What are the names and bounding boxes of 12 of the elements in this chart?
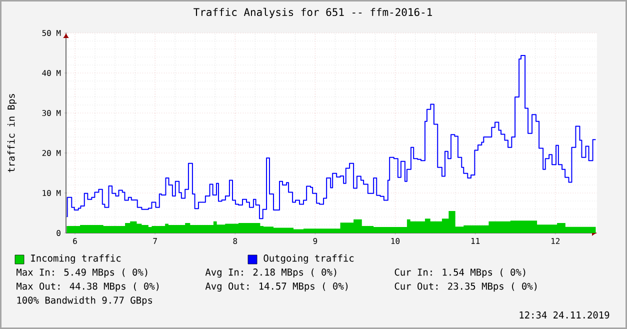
y-axis-title: traffic in Bps <box>7 94 17 172</box>
text: Cur In: 1.54 MBps ( 0%) <box>394 268 526 278</box>
text: Cur Out: 23.35 MBps ( 0%) <box>394 282 537 292</box>
text: Max Out: 44.38 MBps ( 0%) <box>16 282 159 292</box>
text: 12:34 24.11.2019 <box>520 311 610 319</box>
legend-label: Outgoing traffic <box>264 254 354 264</box>
text: Avg In: 2.18 MBps ( 0%) <box>205 268 336 278</box>
text: Max In: 5.49 MBps ( 0%) <box>16 268 148 278</box>
legend-label: Incoming traffic <box>31 254 121 264</box>
text: Avg Out: 14.57 MBps ( 0%) <box>205 282 348 292</box>
text: 100% Bandwidth 9.77 GBps <box>17 296 152 306</box>
chart-title: Traffic Analysis for 651 -- ffm-2016-1 <box>194 8 432 18</box>
